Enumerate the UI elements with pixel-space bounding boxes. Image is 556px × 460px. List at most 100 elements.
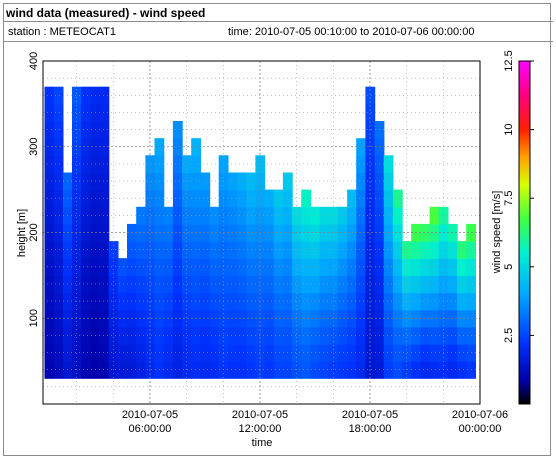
x-axis-ticks: 2010-07-05 06:00:00 2010-07-05 12:00:00 2010…	[122, 409, 508, 435]
heatmap-cell	[356, 258, 366, 276]
heatmap-cell	[72, 206, 82, 225]
heatmap-cell	[347, 344, 357, 362]
heatmap-cell	[273, 189, 284, 208]
heatmap-cell	[99, 103, 110, 122]
heatmap-cell	[227, 189, 238, 208]
heatmap-cell	[145, 155, 156, 173]
heatmap-cell	[264, 344, 275, 362]
heatmap-cell	[191, 258, 201, 276]
heatmap-cell	[411, 241, 421, 259]
heatmap-cell	[44, 361, 55, 379]
heatmap-cell	[356, 206, 366, 225]
heatmap-cell	[117, 344, 128, 362]
heatmap-cell	[182, 258, 192, 276]
heatmap-cell	[182, 189, 192, 208]
heatmap-cell	[447, 292, 458, 311]
heatmap-cell	[356, 223, 366, 242]
heatmap-cell	[227, 258, 238, 276]
heatmap-cell	[429, 275, 440, 294]
heatmap-cell	[356, 309, 366, 328]
heatmap-cell	[191, 155, 201, 173]
heatmap-cell	[282, 172, 293, 191]
heatmap-cell	[172, 258, 183, 276]
heatmap-cell	[255, 155, 266, 173]
heatmap-cell	[383, 189, 394, 208]
heatmap-cell	[411, 361, 421, 379]
heatmap-cell	[44, 172, 55, 191]
heatmap-cell	[301, 344, 311, 362]
heatmap-cell	[319, 258, 330, 276]
subheader-divider	[3, 41, 553, 42]
heatmap-cell	[81, 172, 91, 191]
heatmap-cell	[209, 206, 220, 225]
heatmap-cell	[145, 223, 156, 242]
heatmap-cell	[172, 309, 183, 328]
heatmap-cell	[429, 361, 440, 379]
plot-border	[42, 60, 481, 405]
heatmap-cell	[264, 241, 275, 259]
heatmap-cell	[402, 241, 412, 259]
heatmap-cell	[347, 189, 357, 208]
x-tick-time: 18:00:00	[349, 423, 392, 435]
heatmap-cell	[337, 206, 348, 225]
heatmap-cell	[429, 326, 440, 345]
heatmap-cell	[365, 326, 376, 345]
heatmap-cell	[292, 292, 302, 311]
heatmap-cell	[117, 292, 128, 311]
heatmap-cell	[163, 344, 174, 362]
heatmap-cell	[163, 275, 174, 294]
heatmap-cell	[365, 206, 376, 225]
heatmap-cell	[237, 172, 247, 191]
heatmap-cell	[356, 344, 366, 362]
heatmap-cell	[457, 309, 467, 328]
heatmap-cell	[81, 258, 91, 276]
y-tick-label: 300	[28, 138, 40, 156]
heatmap-cell	[301, 326, 311, 345]
heatmap-cell	[301, 223, 311, 242]
heatmap-cell	[356, 172, 366, 191]
header-divider	[3, 21, 553, 22]
heatmap-cell	[264, 309, 275, 328]
heatmap-cell	[209, 292, 220, 311]
heatmap-cell	[182, 326, 192, 345]
heatmap-cell	[72, 258, 82, 276]
heatmap-cell	[72, 326, 82, 345]
heatmap-cell	[154, 241, 165, 259]
heatmap-cell	[264, 223, 275, 242]
heatmap-cell	[191, 241, 201, 259]
heatmap-cell	[457, 344, 467, 362]
heatmap-cell	[53, 121, 64, 139]
heatmap-cell	[44, 344, 55, 362]
heatmap-cell	[420, 326, 431, 345]
heatmap-cell	[237, 223, 247, 242]
heatmap-cell	[200, 275, 211, 294]
heatmap-cell	[292, 344, 302, 362]
heatmap-cell	[172, 138, 183, 156]
heatmap-cell	[347, 206, 357, 225]
heatmap-cell	[72, 344, 82, 362]
heatmap-cell	[319, 206, 330, 225]
heatmap-cell	[99, 121, 110, 139]
x-tick-time: 06:00:00	[129, 423, 172, 435]
heatmap-cell	[392, 206, 403, 225]
heatmap-cell	[392, 292, 403, 311]
heatmap-cell	[53, 103, 64, 122]
heatmap-cell	[209, 258, 220, 276]
heatmap-cell	[172, 344, 183, 362]
heatmap-cell	[337, 326, 348, 345]
colorbar-tick-label: 7.5	[503, 191, 515, 206]
heatmap-cell	[420, 223, 431, 242]
heatmap-cell	[328, 258, 339, 276]
heatmap-cell	[365, 138, 376, 156]
colorbar-tick-label: 12.5	[503, 50, 515, 71]
heatmap-cell	[429, 258, 440, 276]
colorbar-tick-label: 2.5	[503, 328, 515, 343]
heatmap-cell	[237, 241, 247, 259]
heatmap-cell	[383, 241, 394, 259]
heatmap-cell	[301, 189, 311, 208]
heatmap-cell	[411, 275, 421, 294]
heatmap-cell	[392, 223, 403, 242]
heatmap-cell	[99, 172, 110, 191]
heatmap-cell	[411, 258, 421, 276]
